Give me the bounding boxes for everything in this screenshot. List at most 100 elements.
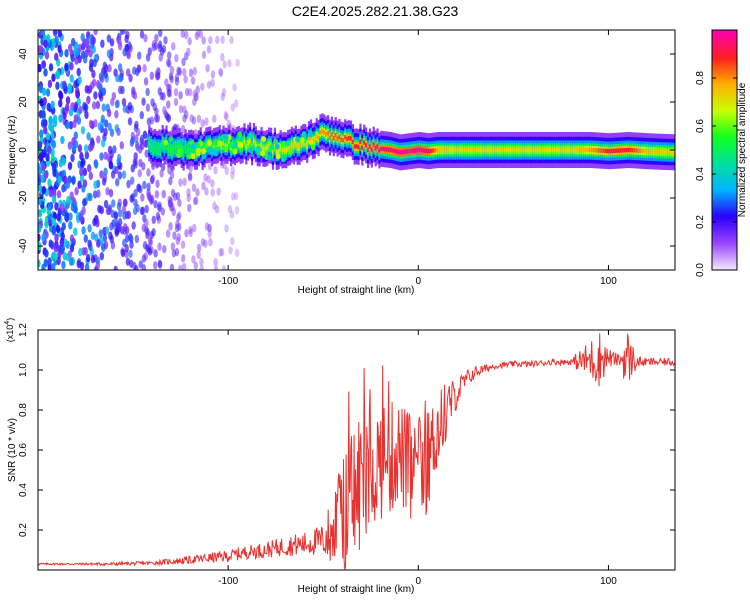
spectrogram-ridge-cell: [425, 148, 429, 154]
spectrogram-speckle: [54, 202, 59, 211]
colorbar-cell: [712, 174, 737, 177]
spectrogram-blob: [307, 131, 313, 138]
spectrogram-speckle: [206, 223, 212, 233]
spectrogram-ridge-cell: [644, 148, 647, 154]
colorbar-tick-label: 0.4: [695, 167, 706, 181]
colorbar-cell: [712, 120, 737, 123]
spectrogram-speckle: [151, 43, 156, 52]
spectrogram-speckle: [210, 70, 216, 79]
spectrogram-blob: [299, 137, 305, 144]
spectrogram-speckle: [204, 222, 210, 231]
spectrogram-blob: [280, 156, 286, 163]
spectrogram-speckle: [126, 51, 131, 60]
spectrogram-ridge-cell: [254, 142, 257, 147]
spectrogram-ridge-cell: [572, 147, 575, 153]
colorbar-cell: [712, 164, 737, 167]
spectrogram-speckle: [82, 55, 88, 64]
spectrogram-speckle: [134, 134, 139, 144]
colorbar-cell: [712, 48, 737, 51]
colorbar-cell: [712, 158, 737, 161]
spectrogram-ridge-cell: [288, 145, 292, 150]
spectrogram-speckle: [134, 265, 139, 270]
spectrogram-speckle: [212, 114, 217, 124]
spectrogram-ridge-cell: [597, 148, 600, 153]
spectrogram-speckle: [140, 193, 145, 202]
spectrogram-ridge-cell: [374, 146, 377, 151]
spectrogram-speckle: [115, 221, 121, 231]
colorbar-cell: [712, 226, 737, 229]
spectrogram-ridge-cell: [646, 149, 649, 154]
spectrogram-speckle: [154, 107, 159, 116]
spectrogram-speckle: [192, 97, 197, 106]
spectrogram-ridge-cell: [283, 147, 286, 153]
spectrogram-speckle: [145, 103, 151, 112]
spectrogram-speckle: [122, 104, 128, 113]
spectrogram-speckle: [73, 101, 79, 111]
spectrogram-speckle: [194, 196, 199, 205]
colorbar-cell: [712, 146, 737, 149]
spectrogram-speckle: [88, 119, 94, 129]
spectrogram-ridge-cell: [473, 147, 476, 153]
spectrogram-speckle: [131, 86, 136, 95]
spectrogram-speckle: [201, 36, 206, 45]
colorbar-cell: [712, 150, 737, 153]
spectrogram-speckle: [41, 60, 47, 69]
spectrogram-ridge-cell: [513, 147, 516, 153]
spectrogram-ridge-cell: [579, 147, 583, 153]
spectrogram-speckle: [123, 223, 128, 232]
spectrogram-ridge-cell: [357, 144, 360, 150]
spectrogram-ridge-cell: [153, 144, 157, 150]
spectrogram-ytick-label: 0: [18, 147, 29, 153]
spectrogram-speckle: [139, 110, 144, 120]
spectrogram-blob: [248, 147, 254, 154]
colorbar-cell: [712, 206, 737, 209]
spectrogram-speckle: [218, 248, 223, 257]
spectrogram-speckle: [43, 126, 48, 135]
colorbar-cell: [712, 266, 737, 269]
spectrogram-speckle: [51, 217, 56, 226]
spectrogram-speckle: [161, 189, 166, 199]
spectrogram-speckle: [145, 87, 150, 97]
spectrogram-speckle: [58, 91, 64, 101]
spectrogram-speckle: [102, 233, 108, 243]
spectrogram-speckle: [194, 92, 199, 102]
colorbar-cell: [712, 138, 737, 141]
spectrogram-speckle: [60, 135, 65, 145]
spectrogram-speckle: [117, 171, 123, 180]
spectrogram-ridge-cell: [340, 137, 343, 142]
spectrogram-ridge-cell: [359, 139, 362, 144]
spectrogram-ridge-cell: [536, 147, 539, 153]
colorbar-cell: [712, 248, 737, 251]
spectrogram-speckle: [119, 141, 124, 150]
spectrogram-speckle: [84, 37, 90, 47]
spectrogram-speckle: [212, 201, 217, 210]
spectrogram-ridge-cell: [642, 148, 645, 154]
spectrogram-speckle: [61, 260, 66, 270]
spectrogram-speckle: [110, 170, 116, 179]
snr-xtick-label: 0: [416, 576, 422, 587]
spectrogram-speckle: [205, 64, 210, 73]
colorbar-cell: [712, 216, 737, 219]
spectrogram-speckle: [233, 192, 239, 201]
spectrogram-ridge-cell: [290, 142, 294, 147]
spectrogram-ridge-cell: [169, 147, 172, 152]
spectrogram-ridge-cell: [435, 148, 438, 153]
spectrogram-speckle: [51, 162, 57, 171]
spectrogram-speckle: [84, 151, 90, 160]
spectrogram-speckle: [114, 110, 119, 119]
spectrogram-ridge-cell: [399, 150, 402, 155]
spectrogram-speckle: [168, 222, 173, 231]
spectrogram-ridge-cell: [669, 150, 672, 155]
spectrogram-speckle: [48, 116, 54, 126]
spectrogram-speckle: [140, 206, 145, 216]
colorbar-cell: [712, 82, 737, 85]
spectrogram-speckle: [146, 244, 151, 254]
spectrogram-speckle: [143, 139, 148, 148]
spectrogram-ridge-cell: [606, 148, 609, 154]
spectrogram-speckle: [103, 199, 109, 209]
spectrogram-speckle: [234, 206, 240, 215]
spectrogram-speckle: [224, 166, 229, 176]
spectrogram-speckle: [157, 87, 162, 96]
spectrogram-blob: [150, 139, 156, 146]
colorbar-cell: [712, 70, 737, 73]
